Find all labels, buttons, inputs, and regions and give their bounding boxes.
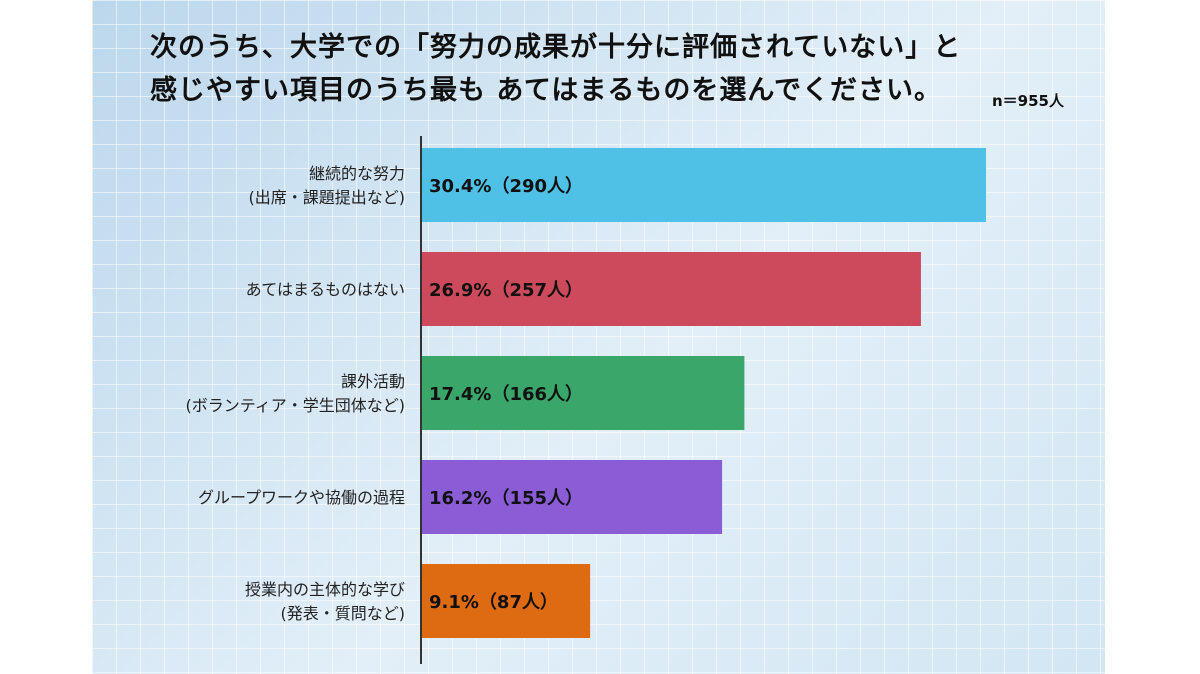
category-label-3-line-2: (ボランティア・学生団体など) <box>185 396 405 415</box>
category-label-3-line-1: 課外活動 <box>341 372 405 391</box>
category-label-5-line-2: (発表・質問など) <box>281 604 406 623</box>
data-label-2: 26.9%（257人） <box>429 280 583 301</box>
category-label-5-line-1: 授業内の主体的な学び <box>245 580 405 599</box>
data-label-4: 16.2%（155人） <box>429 488 583 509</box>
category-label-4-line-1: グループワークや協働の過程 <box>198 488 405 507</box>
data-label-5: 9.1%（87人） <box>429 592 558 613</box>
bar-3 <box>421 356 745 430</box>
category-label-1-line-1: 継続的な努力 <box>309 164 405 183</box>
chart-title-line-2: 感じやすい項目のうち最も あてはまるものを選んでください。 <box>150 75 942 106</box>
bar-1 <box>421 148 986 222</box>
bar-4 <box>421 460 723 534</box>
sample-size-note: n＝955人 <box>992 92 1064 110</box>
category-label-2-line-1: あてはまるものはない <box>246 280 405 299</box>
bar-5 <box>421 564 591 638</box>
data-label-1: 30.4%（290人） <box>429 176 583 197</box>
data-label-3: 17.4%（166人） <box>429 384 583 405</box>
chart-panel <box>92 0 1105 674</box>
chart-title-line-1: 次のうち、大学での「努力の成果が十分に評価されていない」と <box>150 32 962 63</box>
category-label-1-line-2: (出席・課題提出など) <box>249 188 406 207</box>
bar-2 <box>421 252 921 326</box>
